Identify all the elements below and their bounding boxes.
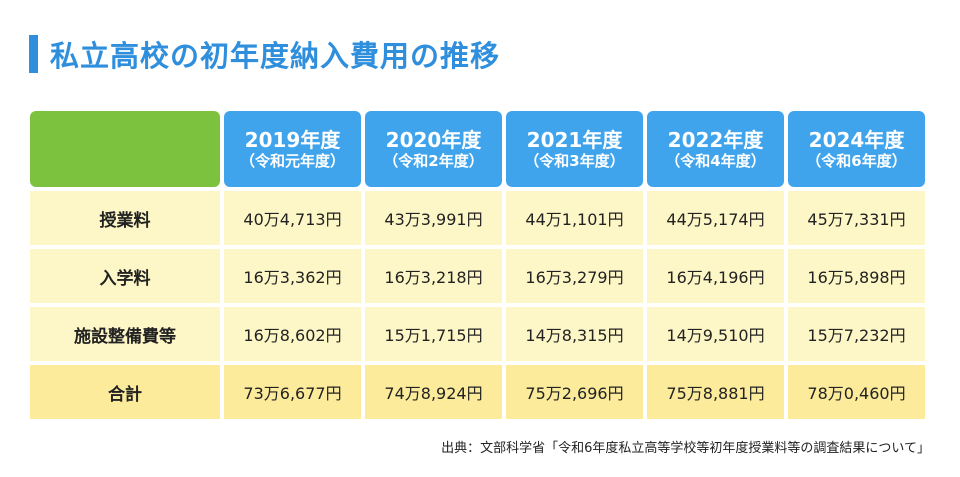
table-cell: 40万4,713円: [224, 191, 361, 245]
row-label: 入学料: [30, 249, 220, 303]
table-cell: 78万0,460円: [788, 365, 925, 419]
header-year-label: 2021年度: [526, 128, 623, 152]
table-row-tuition: 授業料 40万4,713円 43万3,991円 44万1,101円 44万5,1…: [30, 191, 930, 245]
table-cell: 15万7,232円: [788, 307, 925, 361]
row-label: 授業料: [30, 191, 220, 245]
header-era-label: （令和元年度）: [239, 152, 345, 170]
table-cell: 75万8,881円: [647, 365, 784, 419]
table-cell: 16万3,279円: [506, 249, 643, 303]
table-cell: 16万8,602円: [224, 307, 361, 361]
table-row-admission: 入学料 16万3,362円 16万3,218円 16万3,279円 16万4,1…: [30, 249, 930, 303]
header-era-label: （令和2年度）: [383, 152, 484, 170]
table-cell: 44万5,174円: [647, 191, 784, 245]
table-cell: 16万3,218円: [365, 249, 502, 303]
table-cell: 43万3,991円: [365, 191, 502, 245]
source-note: 出典：文部科学省「令和6年度私立高等学校等初年度授業料等の調査結果について」: [441, 441, 930, 456]
row-label: 合計: [30, 365, 220, 419]
header-year-2019: 2019年度 （令和元年度）: [224, 111, 361, 187]
header-era-label: （令和3年度）: [524, 152, 625, 170]
table-cell: 45万7,331円: [788, 191, 925, 245]
table-cell: 16万5,898円: [788, 249, 925, 303]
table-cell: 74万8,924円: [365, 365, 502, 419]
header-year-2020: 2020年度 （令和2年度）: [365, 111, 502, 187]
header-year-label: 2022年度: [667, 128, 764, 152]
table-cell: 16万4,196円: [647, 249, 784, 303]
table-cell: 73万6,677円: [224, 365, 361, 419]
table-cell: 14万8,315円: [506, 307, 643, 361]
header-year-label: 2024年度: [808, 128, 905, 152]
header-era-label: （令和6年度）: [806, 152, 907, 170]
table-cell: 14万9,510円: [647, 307, 784, 361]
header-year-label: 2019年度: [244, 128, 341, 152]
header-year-2021: 2021年度 （令和3年度）: [506, 111, 643, 187]
page-title-block: 私立高校の初年度納入費用の推移: [29, 34, 500, 74]
header-year-2024: 2024年度 （令和6年度）: [788, 111, 925, 187]
header-era-label: （令和4年度）: [665, 152, 766, 170]
table-cell: 16万3,362円: [224, 249, 361, 303]
table-row-facility: 施設整備費等 16万8,602円 15万1,715円 14万8,315円 14万…: [30, 307, 930, 361]
row-label: 施設整備費等: [30, 307, 220, 361]
header-year-label: 2020年度: [385, 128, 482, 152]
fee-table: 2019年度 （令和元年度） 2020年度 （令和2年度） 2021年度 （令和…: [30, 111, 930, 423]
page-title: 私立高校の初年度納入費用の推移: [50, 39, 501, 73]
header-year-2022: 2022年度 （令和4年度）: [647, 111, 784, 187]
table-cell: 44万1,101円: [506, 191, 643, 245]
header-corner-cell: [30, 111, 220, 187]
table-cell: 75万2,696円: [506, 365, 643, 419]
table-row-total: 合計 73万6,677円 74万8,924円 75万2,696円 75万8,88…: [30, 365, 930, 419]
table-cell: 15万1,715円: [365, 307, 502, 361]
title-accent-bar: [29, 35, 38, 73]
table-header-row: 2019年度 （令和元年度） 2020年度 （令和2年度） 2021年度 （令和…: [30, 111, 930, 187]
